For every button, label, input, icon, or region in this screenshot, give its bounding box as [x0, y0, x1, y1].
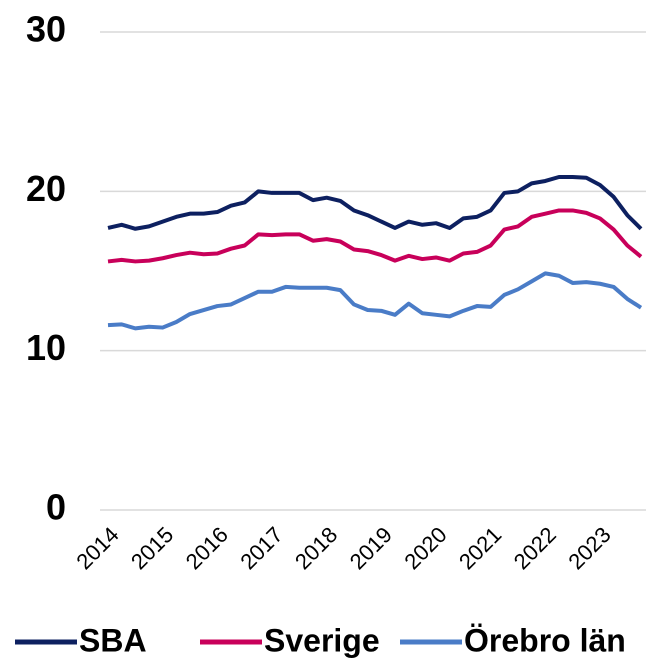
x-tick-label: 2021 — [454, 522, 506, 574]
series-line — [107, 174, 643, 231]
x-tick-label: 2017 — [235, 522, 287, 574]
x-tick-label: 2019 — [345, 522, 397, 574]
y-tick-label: 30 — [26, 9, 66, 50]
y-tick-label: 10 — [26, 327, 66, 368]
x-tick-label: 2015 — [126, 522, 178, 574]
x-tick-label: 2020 — [399, 522, 451, 574]
y-tick-label: 20 — [26, 168, 66, 209]
x-tick-label: 2023 — [563, 522, 615, 574]
x-tick-label: 2014 — [71, 522, 123, 574]
y-tick-label: 0 — [46, 487, 66, 528]
series-line — [107, 208, 643, 264]
x-tick-label: 2022 — [509, 522, 561, 574]
series-line — [107, 271, 643, 331]
legend-label: Örebro län — [464, 622, 626, 658]
legend-label: Sverige — [264, 622, 380, 658]
x-tick-label: 2018 — [290, 522, 342, 574]
legend-label: SBA — [79, 622, 147, 658]
x-tick-label: 2016 — [181, 522, 233, 574]
